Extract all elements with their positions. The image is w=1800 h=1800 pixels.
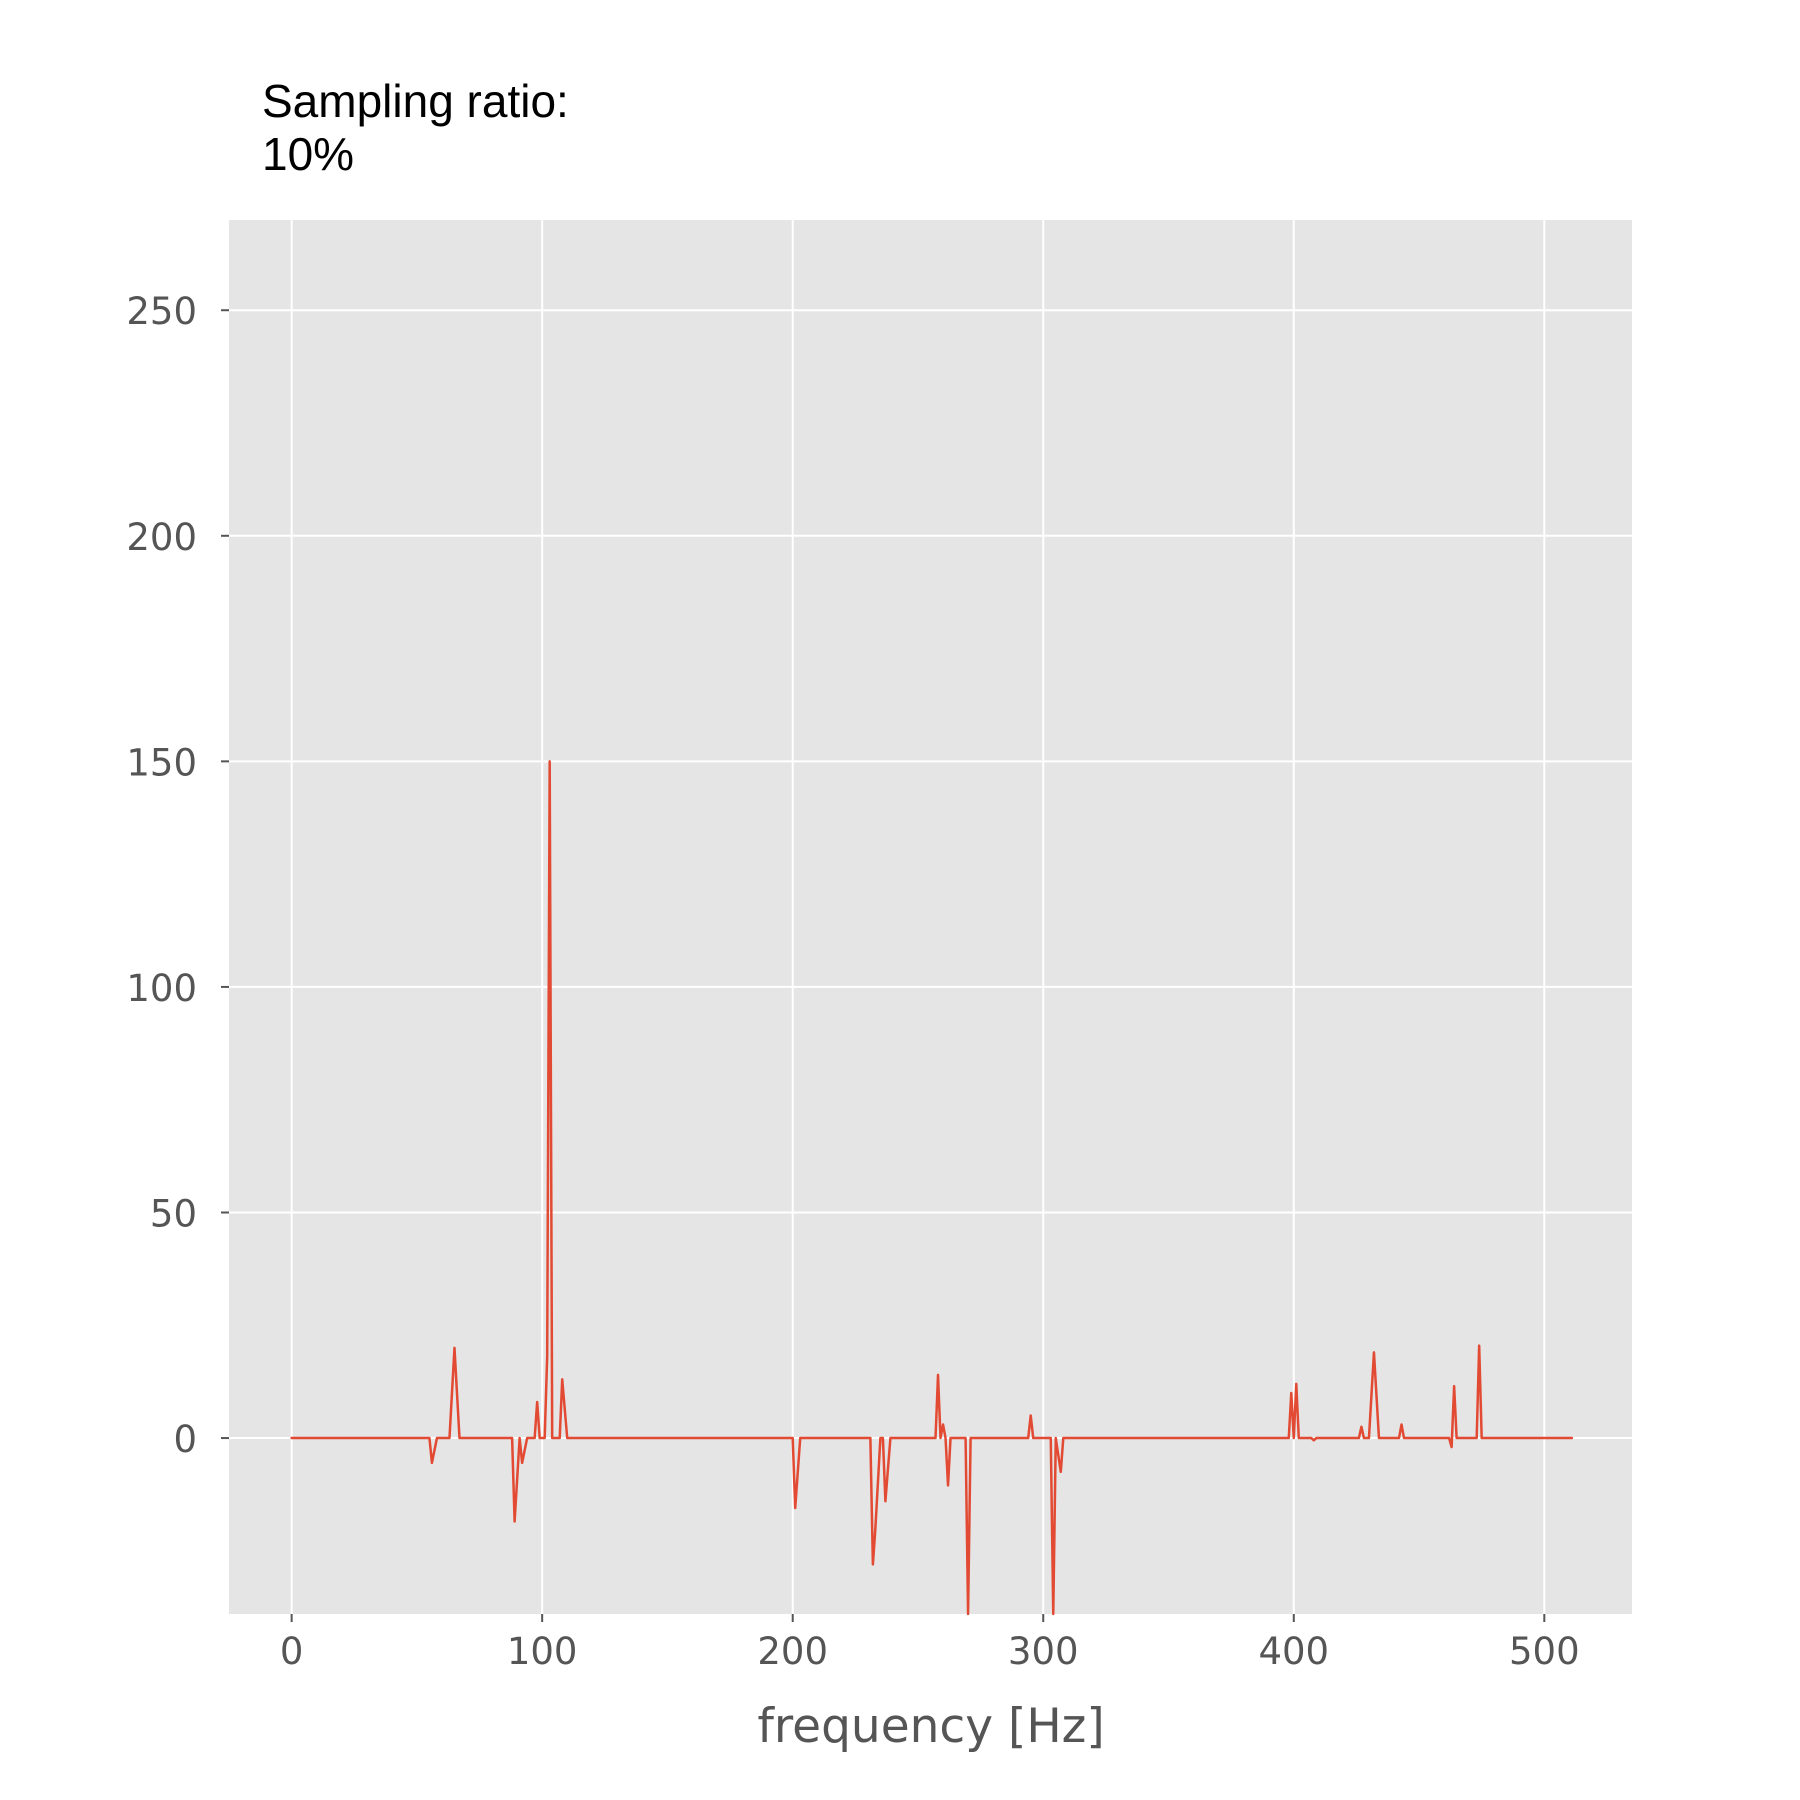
grid-lines xyxy=(229,220,1632,1614)
y-tick-label: 100 xyxy=(126,967,197,1010)
plot-area xyxy=(229,220,1632,1614)
series-line xyxy=(290,760,1574,1616)
y-tick-label: 50 xyxy=(150,1192,197,1235)
y-tick-label: 150 xyxy=(126,741,197,784)
x-tick-label: 200 xyxy=(757,1630,828,1673)
x-tick-label: 400 xyxy=(1258,1630,1329,1673)
x-axis-label: frequency [Hz] xyxy=(757,1699,1104,1754)
x-axis: 0 100 200 300 400 500 xyxy=(280,1614,1580,1673)
x-tick-label: 500 xyxy=(1509,1630,1580,1673)
x-tick-label: 300 xyxy=(1008,1630,1079,1673)
y-tick-label: 0 xyxy=(173,1418,197,1461)
y-axis: 0 50 100 150 200 250 xyxy=(126,290,229,1461)
y-tick-label: 250 xyxy=(126,290,197,333)
y-tick-label: 200 xyxy=(126,516,197,559)
x-tick-label: 0 xyxy=(280,1630,304,1673)
chart-title: Sampling ratio: 10% xyxy=(262,75,569,180)
x-tick-label: 100 xyxy=(507,1630,578,1673)
